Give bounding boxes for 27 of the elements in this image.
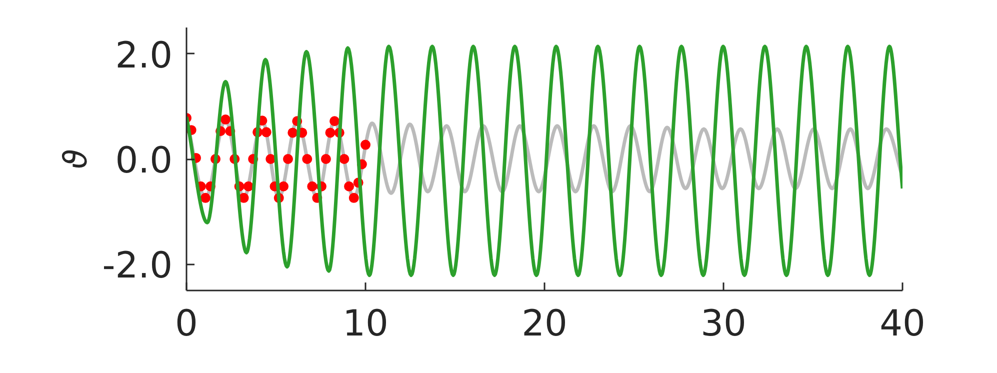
point: [325, 128, 336, 138]
x-tick-label: 10: [342, 304, 388, 344]
x-tick-label: 0: [175, 304, 198, 344]
point: [243, 181, 254, 192]
point: [320, 154, 331, 164]
x-tick-label: 20: [522, 304, 568, 344]
point: [220, 114, 231, 125]
point: [330, 116, 340, 126]
y-tick-label: 0.0: [115, 140, 173, 182]
y-tick-label: -2.0: [102, 246, 173, 287]
point: [278, 181, 289, 192]
point: [266, 154, 276, 164]
point: [302, 154, 312, 164]
point: [288, 128, 298, 138]
point: [344, 181, 354, 192]
point: [200, 192, 210, 203]
x-tick-label: 30: [700, 304, 746, 344]
y-tick-label: 2.0: [115, 35, 173, 76]
point: [348, 192, 359, 203]
point: [238, 192, 249, 203]
point: [307, 181, 318, 192]
point: [282, 154, 293, 164]
point: [261, 127, 272, 138]
x-tick-label: 40: [880, 304, 926, 344]
point: [339, 154, 350, 164]
y-axis-title: ϑ: [56, 148, 94, 169]
point: [360, 140, 370, 150]
